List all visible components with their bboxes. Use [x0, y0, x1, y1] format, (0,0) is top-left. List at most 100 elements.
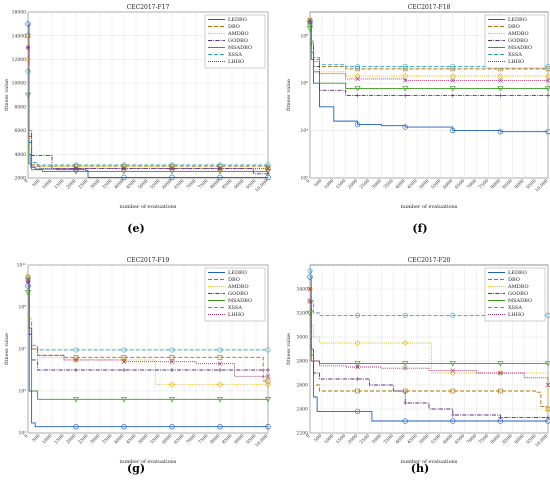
- data-point: [354, 86, 361, 92]
- x-tick-label: 0: [23, 433, 29, 439]
- data-point: [307, 286, 313, 292]
- x-tick-label: 8500: [221, 178, 233, 190]
- data-point: [355, 388, 360, 394]
- x-tick-label: 9000: [233, 178, 245, 190]
- x-tick-label: 4500: [406, 178, 418, 190]
- data-point: [169, 381, 175, 388]
- legend-entry: MSADBO: [508, 45, 532, 51]
- legend-entry: MSADBO: [228, 45, 252, 51]
- data-point: [450, 388, 456, 394]
- data-point: [120, 169, 128, 175]
- data-point: [402, 86, 409, 92]
- x-tick-label: 7500: [478, 433, 490, 445]
- data-point: [25, 45, 31, 50]
- x-tick-label: 3500: [101, 178, 113, 190]
- chart-title: CEC2017-F19: [127, 257, 170, 264]
- x-tick-label: 500: [313, 433, 323, 443]
- data-point: [546, 93, 550, 98]
- data-point: [545, 66, 550, 72]
- y-tick-label: 8000: [15, 104, 27, 110]
- data-point: [449, 361, 456, 367]
- x-tick-label: 6000: [161, 433, 173, 445]
- chart-panel-g: 0 500 1000 1500 2000 2500 3000 3500 4000 4500 5000…: [4, 257, 272, 475]
- data-point: [450, 312, 456, 318]
- x-tick-label: 4000: [394, 433, 406, 445]
- x-tick-label: 5000: [418, 178, 430, 190]
- y-tick-label: 10⁷: [18, 347, 26, 353]
- series-line-amdbo: [310, 288, 549, 409]
- data-point: [354, 361, 361, 367]
- data-point: [217, 355, 223, 360]
- y-tick-label: 2000: [15, 176, 27, 182]
- data-point: [450, 78, 456, 83]
- x-tick-label: 7000: [185, 433, 197, 445]
- data-point: [544, 86, 550, 92]
- data-point: [498, 388, 503, 394]
- data-point: [168, 169, 176, 175]
- y-tick-label: 2800: [297, 359, 309, 365]
- x-tick-label: 7500: [197, 178, 209, 190]
- legend-entry: DBO: [508, 24, 520, 30]
- data-point: [265, 378, 271, 384]
- data-point: [74, 368, 78, 372]
- x-tick-label: 10,000: [534, 178, 549, 193]
- y-axis-label: fitness value: [286, 79, 292, 111]
- data-point: [265, 374, 271, 379]
- data-point: [450, 418, 456, 424]
- legend-entry: DBO: [228, 24, 240, 30]
- data-point: [169, 162, 175, 168]
- x-tick-label: 3000: [370, 433, 382, 445]
- data-point: [121, 357, 127, 363]
- data-point: [122, 368, 126, 372]
- data-point: [265, 423, 271, 430]
- data-point: [545, 64, 550, 70]
- data-point: [217, 166, 223, 171]
- data-point: [73, 357, 79, 363]
- x-tick-label: 2000: [65, 178, 77, 190]
- x-tick-label: 1500: [335, 433, 347, 445]
- data-point: [306, 310, 314, 317]
- data-point: [72, 169, 80, 175]
- data-point: [403, 401, 408, 405]
- x-tick-label: 5500: [430, 433, 442, 445]
- data-point: [497, 73, 504, 79]
- data-point: [403, 93, 408, 98]
- data-point: [73, 166, 79, 171]
- y-tick-label: 3200: [297, 311, 309, 317]
- series-line-godbo: [310, 20, 548, 96]
- y-tick-label: 10⁹: [18, 305, 26, 311]
- data-point: [402, 418, 408, 424]
- data-point: [265, 381, 271, 388]
- data-point: [265, 166, 271, 171]
- x-tick-label: 2000: [347, 178, 359, 190]
- x-axis-label: number of evaluations: [120, 204, 177, 210]
- legend-entry: LEDBO: [228, 270, 247, 276]
- data-point: [545, 382, 550, 388]
- y-tick-label: 10⁴: [300, 128, 308, 134]
- data-point: [168, 397, 176, 403]
- data-point: [402, 124, 408, 130]
- x-tick-label: 2500: [77, 178, 89, 190]
- y-axis-label: fitness value: [4, 333, 10, 365]
- x-tick-label: 500: [31, 433, 41, 443]
- data-point: [170, 368, 174, 372]
- y-tick-label: 6000: [15, 128, 27, 134]
- data-point: [217, 162, 223, 168]
- legend-entry: XSSA: [228, 305, 242, 311]
- x-axis-label: number of evaluations: [401, 204, 458, 210]
- data-point: [307, 286, 313, 292]
- x-tick-label: 3500: [382, 433, 394, 445]
- data-point: [402, 340, 409, 346]
- data-point: [25, 56, 31, 63]
- series-line-xssa: [28, 277, 268, 351]
- legend-entry: LHHO: [508, 312, 524, 318]
- data-point: [169, 359, 175, 364]
- data-point: [25, 21, 31, 27]
- data-point: [498, 415, 503, 420]
- x-tick-label: 1500: [53, 178, 65, 190]
- data-point: [217, 174, 223, 181]
- data-point: [121, 174, 127, 181]
- x-tick-label: 3000: [89, 178, 101, 190]
- data-point: [354, 73, 361, 79]
